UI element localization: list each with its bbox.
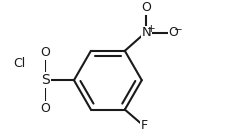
Text: F: F (141, 119, 148, 132)
Text: Cl: Cl (13, 57, 26, 69)
Text: +: + (147, 24, 155, 34)
Text: O: O (40, 46, 50, 59)
Text: O: O (40, 102, 50, 115)
Text: −: − (174, 25, 183, 35)
Text: S: S (41, 73, 50, 87)
Text: O: O (168, 26, 178, 39)
Text: N: N (141, 26, 151, 39)
Text: O: O (141, 1, 151, 14)
